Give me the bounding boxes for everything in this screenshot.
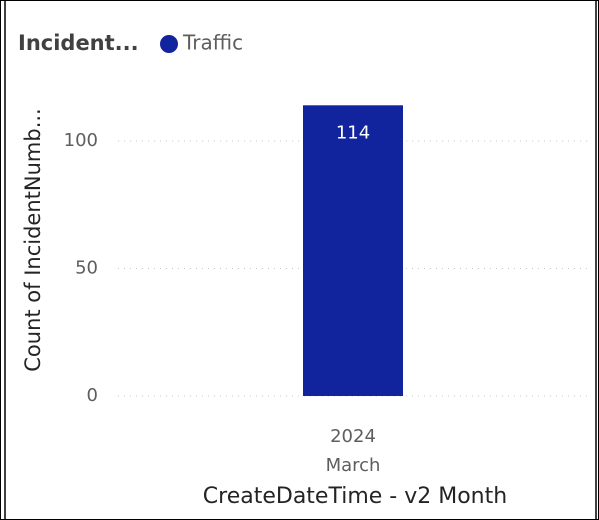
bar (303, 105, 403, 397)
y-tick-label: 50 (75, 258, 98, 279)
legend-label: Traffic (182, 31, 243, 55)
x-tick-label: 2024 (330, 426, 376, 447)
y-tick-label: 0 (87, 385, 98, 406)
x-axis-title: CreateDateTime - v2 Month (203, 484, 507, 509)
y-tick-label: 100 (64, 130, 98, 151)
y-axis-title: Count of IncidentNumb... (21, 108, 45, 371)
legend-title: Incident... (18, 31, 139, 55)
legend-marker (160, 35, 178, 53)
x-tick-label: March (326, 455, 381, 476)
data-label: 114 (336, 122, 370, 143)
